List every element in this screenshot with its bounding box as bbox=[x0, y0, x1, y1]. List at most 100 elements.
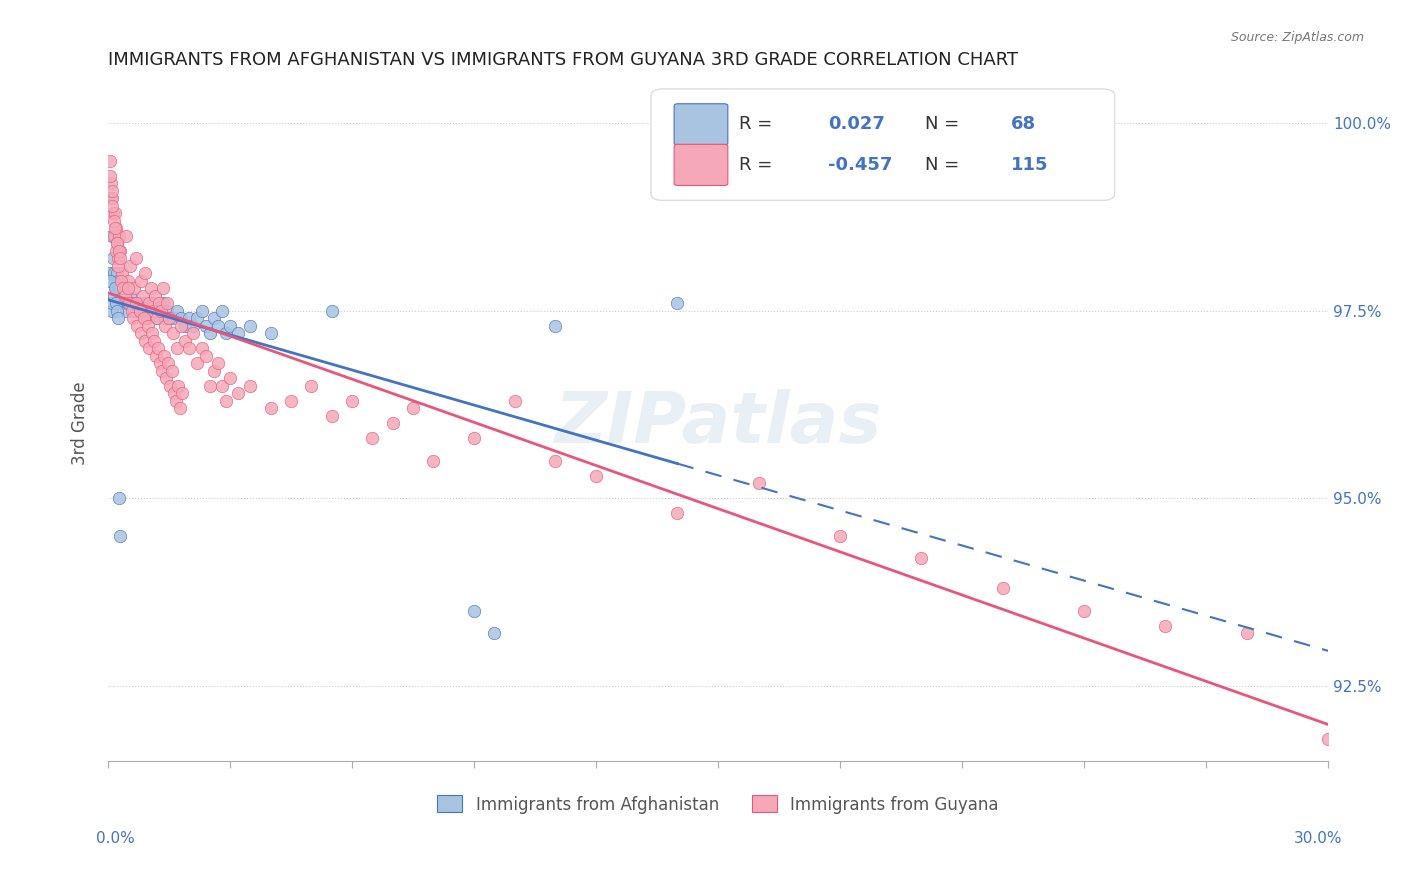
Point bbox=[103, 228, 125, 243]
Point bbox=[219, 371, 242, 385]
Point bbox=[138, 341, 160, 355]
Text: 30.0%: 30.0% bbox=[1295, 831, 1343, 846]
Point bbox=[104, 274, 127, 288]
Point bbox=[105, 303, 128, 318]
Point bbox=[114, 288, 136, 302]
Text: -0.457: -0.457 bbox=[828, 155, 893, 174]
Point bbox=[299, 378, 322, 392]
Point bbox=[186, 311, 208, 326]
FancyBboxPatch shape bbox=[673, 103, 728, 145]
Point bbox=[150, 364, 173, 378]
Point bbox=[127, 318, 149, 333]
Point bbox=[169, 401, 191, 416]
Point bbox=[202, 311, 225, 326]
Point bbox=[422, 454, 444, 468]
Point bbox=[103, 288, 125, 302]
Point bbox=[131, 296, 153, 310]
Point bbox=[143, 303, 166, 318]
Point bbox=[129, 274, 152, 288]
Point bbox=[128, 303, 150, 318]
Point bbox=[125, 303, 148, 318]
Point bbox=[142, 334, 165, 348]
Point bbox=[463, 431, 485, 445]
Point bbox=[101, 191, 124, 205]
Point bbox=[142, 296, 165, 310]
Text: 115: 115 bbox=[1011, 155, 1049, 174]
Point bbox=[174, 334, 197, 348]
Point bbox=[100, 199, 122, 213]
Point bbox=[108, 281, 131, 295]
Text: 0.027: 0.027 bbox=[828, 115, 884, 133]
Point bbox=[146, 311, 169, 326]
Point bbox=[100, 274, 122, 288]
Point bbox=[155, 371, 177, 385]
Point bbox=[104, 281, 127, 295]
Point bbox=[134, 266, 156, 280]
Point bbox=[149, 303, 172, 318]
Point bbox=[108, 244, 131, 258]
Point bbox=[115, 228, 138, 243]
FancyBboxPatch shape bbox=[673, 145, 728, 186]
Point bbox=[179, 341, 201, 355]
Point bbox=[202, 364, 225, 378]
Point bbox=[215, 326, 238, 341]
Point bbox=[101, 228, 124, 243]
Point bbox=[120, 259, 142, 273]
FancyBboxPatch shape bbox=[651, 89, 1115, 201]
Text: R =: R = bbox=[738, 155, 772, 174]
Point bbox=[179, 311, 201, 326]
Point bbox=[544, 318, 567, 333]
Point bbox=[117, 274, 139, 288]
Text: N =: N = bbox=[925, 155, 960, 174]
Point bbox=[111, 296, 134, 310]
Point bbox=[1236, 626, 1258, 640]
Point bbox=[163, 386, 186, 401]
Point bbox=[207, 318, 229, 333]
Point bbox=[112, 281, 135, 295]
Point bbox=[226, 326, 249, 341]
Point bbox=[149, 303, 172, 318]
Point bbox=[226, 386, 249, 401]
Point bbox=[135, 311, 157, 326]
Point bbox=[211, 378, 233, 392]
Point bbox=[145, 349, 167, 363]
Point bbox=[153, 318, 176, 333]
Point bbox=[121, 296, 143, 310]
Point bbox=[134, 334, 156, 348]
Point bbox=[100, 303, 122, 318]
Point bbox=[321, 303, 343, 318]
Point bbox=[219, 318, 242, 333]
Point bbox=[162, 364, 184, 378]
Point bbox=[101, 251, 124, 265]
Point bbox=[153, 311, 176, 326]
Point bbox=[101, 296, 124, 310]
Point bbox=[215, 393, 238, 408]
Point bbox=[129, 303, 152, 318]
Point bbox=[166, 341, 188, 355]
Point bbox=[198, 378, 221, 392]
Point bbox=[121, 303, 143, 318]
Point bbox=[104, 296, 127, 310]
Point bbox=[105, 221, 128, 235]
Point bbox=[124, 281, 146, 295]
Text: ZIPatlas: ZIPatlas bbox=[554, 389, 882, 458]
Y-axis label: 3rd Grade: 3rd Grade bbox=[72, 382, 89, 465]
Point bbox=[146, 311, 169, 326]
Point bbox=[190, 341, 212, 355]
Point bbox=[153, 349, 176, 363]
Text: IMMIGRANTS FROM AFGHANISTAN VS IMMIGRANTS FROM GUYANA 3RD GRADE CORRELATION CHAR: IMMIGRANTS FROM AFGHANISTAN VS IMMIGRANT… bbox=[108, 51, 1018, 69]
Point bbox=[148, 303, 170, 318]
Point bbox=[112, 296, 135, 310]
Point bbox=[239, 378, 262, 392]
Point bbox=[167, 378, 190, 392]
Point bbox=[101, 184, 124, 198]
Point bbox=[132, 311, 155, 326]
Point bbox=[484, 626, 506, 640]
Point bbox=[131, 326, 153, 341]
Point bbox=[211, 303, 233, 318]
Point bbox=[108, 281, 131, 295]
Point bbox=[103, 266, 125, 280]
Point bbox=[98, 266, 121, 280]
Point bbox=[100, 191, 122, 205]
Point bbox=[101, 206, 124, 220]
